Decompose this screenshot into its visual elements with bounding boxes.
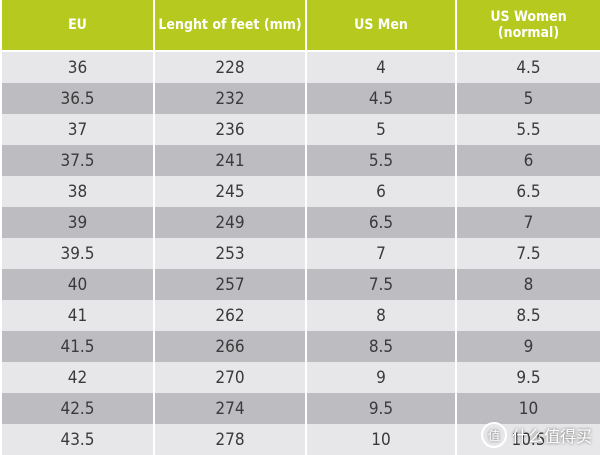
table-cell: 39.5 [0,238,155,269]
table-cell: 8 [305,300,457,331]
table-row: 42.5 274 9.5 10 [0,393,600,424]
table-cell: 5 [305,114,457,145]
table-cell: 232 [153,83,307,114]
table-cell: 262 [153,300,307,331]
table-cell: 9 [305,362,457,393]
table-cell: 37.5 [0,145,155,176]
table-cell: 257 [153,269,307,300]
table-cell: 5.5 [455,114,600,145]
watermark-icon: 值 [480,422,507,448]
header-row: EU Lenght of feet (mm) US Men US Women (norm… [0,0,600,52]
table-cell: 9 [455,331,600,362]
table-cell: 6 [455,145,600,176]
watermark-text: 什么值得买 [511,427,592,446]
table-cell: 270 [153,362,307,393]
table-cell: 43.5 [0,424,155,455]
table-cell: 42 [0,362,155,393]
header-line: (normal) [497,25,560,41]
header-line: US Women [490,9,567,25]
table-row: 37.5 241 5.5 6 [0,145,600,176]
table-cell: 10 [305,424,457,455]
table-cell: 41.5 [0,331,155,362]
table-cell: 6.5 [305,207,457,238]
table-cell: 10 [455,393,600,424]
table-cell: 37 [0,114,155,145]
table-cell: 253 [153,238,307,269]
table-row: 41 262 8 8.5 [0,300,600,331]
table-cell: 36.5 [0,83,155,114]
table-cell: 9.5 [305,393,457,424]
table-cell: 7.5 [455,238,600,269]
table-cell: 4.5 [455,51,600,83]
table-cell: 41 [0,300,155,331]
watermark: 值 什么值得买 [480,422,592,448]
header-cell: US Women (normal) [455,0,600,52]
table-cell: 241 [153,145,307,176]
table-row: 43.5 278 10 10.5 [0,424,600,455]
header-cell: US Men [305,0,457,52]
header-cell: Lenght of feet (mm) [153,0,307,52]
table-row: 38 245 6 6.5 [0,176,600,207]
table-cell: 6 [305,176,457,207]
table-cell: 42.5 [0,393,155,424]
table-cell: 4.5 [305,83,457,114]
table-cell: 8.5 [305,331,457,362]
table-row: 40 257 7.5 8 [0,269,600,300]
table-row: 42 270 9 9.5 [0,362,600,393]
table-row: 37 236 5 5.5 [0,114,600,145]
table-cell: 9.5 [455,362,600,393]
table-row: 39.5 253 7 7.5 [0,238,600,269]
table-cell: 278 [153,424,307,455]
table-cell: 7 [305,238,457,269]
table-cell: 8.5 [455,300,600,331]
table-row: 39 249 6.5 7 [0,207,600,238]
table-cell: 40 [0,269,155,300]
table-cell: 5.5 [305,145,457,176]
table-cell: 274 [153,393,307,424]
header-cell: EU [0,0,155,52]
table-cell: 38 [0,176,155,207]
table-cell: 7 [455,207,600,238]
table-cell: 236 [153,114,307,145]
table-cell: 5 [455,83,600,114]
table-cell: 8 [455,269,600,300]
table-row: 36.5 232 4.5 5 [0,83,600,114]
table-cell: 10.5 [455,424,600,455]
table-cell: 36 [0,51,155,83]
table-cell: 39 [0,207,155,238]
table-cell: 266 [153,331,307,362]
table-cell: 6.5 [455,176,600,207]
table-body: 36 228 4 4.5 36.5 232 4.5 5 37 236 5 5.5 37.5 241 5.5 6… [0,51,600,455]
table-row: 41.5 266 8.5 9 [0,331,600,362]
table-cell: 4 [305,51,457,83]
table-cell: 7.5 [305,269,457,300]
table-cell: 249 [153,207,307,238]
table-cell: 228 [153,51,307,83]
table-cell: 245 [153,176,307,207]
table-row: 36 228 4 4.5 [0,51,600,83]
